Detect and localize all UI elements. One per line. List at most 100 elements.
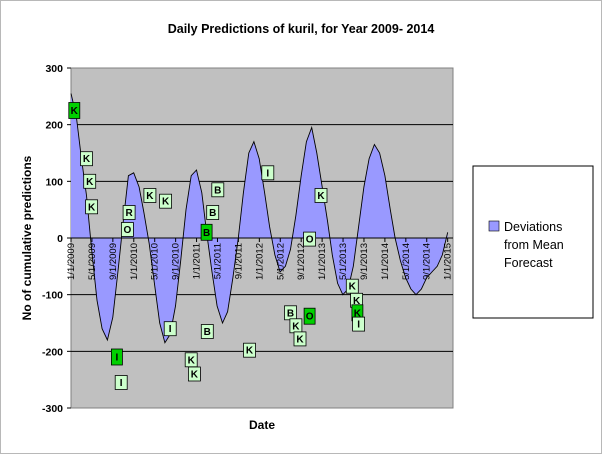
marker-box [80, 151, 93, 167]
marker-box [293, 331, 307, 347]
marker-box [211, 182, 225, 198]
prediction-marker: O [303, 231, 317, 247]
x-tick-label: 9/1/2011 [233, 243, 244, 279]
marker-label: I [169, 324, 172, 335]
x-tick-label: 5/1/2014 [401, 243, 412, 280]
prediction-marker: I [352, 316, 366, 332]
prediction-marker: K [187, 366, 201, 382]
marker-box [187, 366, 201, 382]
prediction-marker: K [159, 193, 173, 209]
prediction-marker: B [200, 324, 214, 339]
prediction-marker: O [121, 222, 134, 237]
x-tick-label: 5/1/2010 [150, 243, 161, 280]
marker-box [314, 188, 328, 203]
prediction-marker: R [122, 205, 136, 220]
prediction-marker: B [284, 305, 297, 321]
marker-label: O [306, 312, 314, 323]
y-tick-label: -300 [42, 403, 63, 415]
prediction-marker: K [85, 199, 98, 215]
prediction-marker: O [303, 307, 316, 325]
marker-box [303, 307, 316, 325]
marker-label: I [120, 378, 123, 389]
y-tick-label: 300 [45, 63, 63, 75]
x-tick-label: 5/1/2012 [275, 243, 286, 280]
x-tick-label: 1/1/2010 [129, 243, 140, 280]
x-tick-label: 5/1/2013 [338, 243, 349, 280]
prediction-marker: K [345, 278, 359, 294]
marker-box [352, 316, 366, 332]
marker-label: K [296, 334, 304, 345]
marker-label: B [203, 228, 210, 239]
y-tick-label: -100 [42, 290, 63, 302]
prediction-marker: K [83, 173, 97, 189]
y-tick-label: -200 [42, 346, 63, 358]
marker-label: K [246, 346, 254, 357]
x-tick-label: 9/1/2013 [359, 243, 370, 280]
marker-label: I [357, 320, 360, 331]
marker-label: K [188, 355, 196, 366]
marker-box [163, 321, 177, 337]
legend-label-line: Deviations [504, 220, 562, 234]
x-tick-label: 1/1/2014 [380, 243, 391, 280]
marker-label: K [71, 106, 79, 117]
marker-box [200, 223, 213, 241]
marker-box [303, 231, 317, 247]
marker-label: K [146, 191, 154, 202]
marker-box [200, 324, 214, 339]
prediction-marker: K [314, 188, 328, 203]
deviation-line [70, 93, 449, 344]
marker-label: K [88, 202, 96, 213]
prediction-marker: B [200, 223, 213, 241]
x-tick-label: 1/1/2015 [443, 243, 454, 280]
x-tick-label: 1/1/2012 [254, 243, 265, 280]
prediction-marker: K [243, 342, 256, 358]
marker-label: K [86, 177, 94, 188]
marker-box [261, 165, 275, 181]
legend-swatch [488, 220, 500, 232]
prediction-marker: K [80, 151, 93, 167]
prediction-marker: K [68, 102, 81, 119]
prediction-marker: K [143, 188, 157, 203]
y-axis: -300 -200 -100 0 100 200 300 [42, 63, 71, 415]
x-tick-label: 9/1/2009 [108, 243, 119, 280]
legend-label-line: Forecast [504, 256, 553, 270]
marker-box [111, 348, 123, 366]
x-tick-label: 1/1/2009 [66, 243, 77, 280]
marker-label: K [349, 282, 357, 293]
x-tick-label: 9/1/2010 [171, 243, 182, 280]
marker-box [243, 342, 256, 358]
marker-label: O [124, 225, 132, 236]
marker-label: K [292, 321, 300, 332]
marker-label: I [266, 168, 269, 179]
y-tick-label: 0 [57, 233, 63, 245]
marker-box [143, 188, 157, 203]
prediction-marker: K [289, 318, 303, 334]
legend-label: Deviations from Mean Forecast [504, 220, 564, 270]
x-tick-label: 9/1/2014 [422, 243, 433, 280]
x-tick-label: 5/1/2011 [212, 243, 223, 279]
marker-box [68, 102, 81, 119]
marker-label: K [83, 154, 91, 165]
legend: Deviations from Mean Forecast [472, 165, 594, 319]
marker-label: K [317, 191, 325, 202]
marker-label: B [214, 185, 221, 196]
marker-box [206, 205, 220, 220]
prediction-marker: B [206, 205, 220, 220]
marker-label: B [204, 327, 211, 338]
marker-box [122, 205, 136, 220]
marker-label: K [191, 370, 199, 381]
x-tick-label: 9/1/2012 [296, 243, 307, 280]
prediction-marker: I [111, 348, 123, 366]
marker-label: B [287, 308, 294, 319]
marker-box [114, 375, 128, 390]
prediction-marker: I [261, 165, 275, 181]
marker-label: K [354, 308, 362, 319]
prediction-marker: I [163, 321, 177, 337]
prediction-marker: I [114, 375, 128, 390]
legend-box [472, 165, 594, 319]
marker-label: K [162, 197, 170, 208]
marker-box [121, 222, 134, 237]
